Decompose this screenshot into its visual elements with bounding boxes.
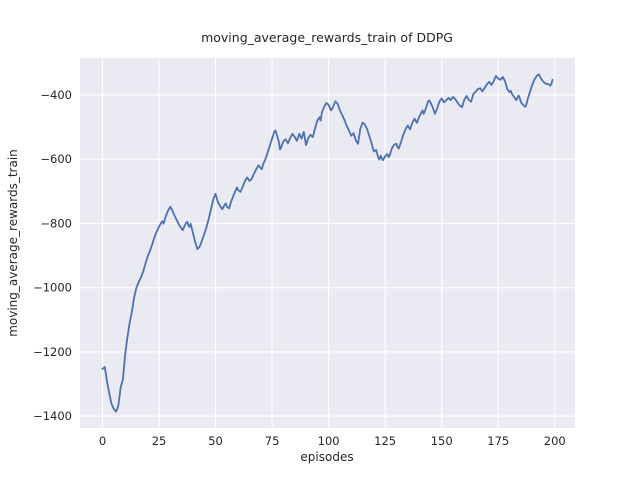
- grid: [80, 58, 575, 428]
- y-tick-label: −1400: [33, 409, 72, 423]
- x-tick-label: 0: [99, 434, 106, 448]
- y-tick-label: −1000: [33, 281, 72, 295]
- y-tick-label: −1200: [33, 345, 72, 359]
- x-tick-label: 75: [265, 434, 280, 448]
- x-tick-label: 150: [431, 434, 453, 448]
- x-tick-label: 50: [208, 434, 223, 448]
- x-tick-label: 175: [487, 434, 509, 448]
- plot-area: [80, 58, 575, 428]
- y-tick-label: −600: [40, 152, 72, 166]
- data-line: [101, 73, 554, 413]
- y-tick-labels: −1400 −1200 −1000 −800 −600 −400: [33, 88, 72, 423]
- x-axis-label: episodes: [300, 450, 353, 464]
- y-axis-label: moving_average_rewards_train: [6, 149, 20, 337]
- chart-title: moving_average_rewards_train of DDPG: [201, 30, 453, 45]
- x-tick-label: 200: [544, 434, 566, 448]
- x-tick-label: 125: [374, 434, 396, 448]
- x-tick-label: 25: [152, 434, 167, 448]
- x-tick-label: 100: [318, 434, 340, 448]
- y-tick-label: −400: [40, 88, 72, 102]
- y-tick-label: −800: [40, 216, 72, 230]
- x-tick-labels: 0 25 50 75 100 125 150 175 200: [99, 434, 566, 448]
